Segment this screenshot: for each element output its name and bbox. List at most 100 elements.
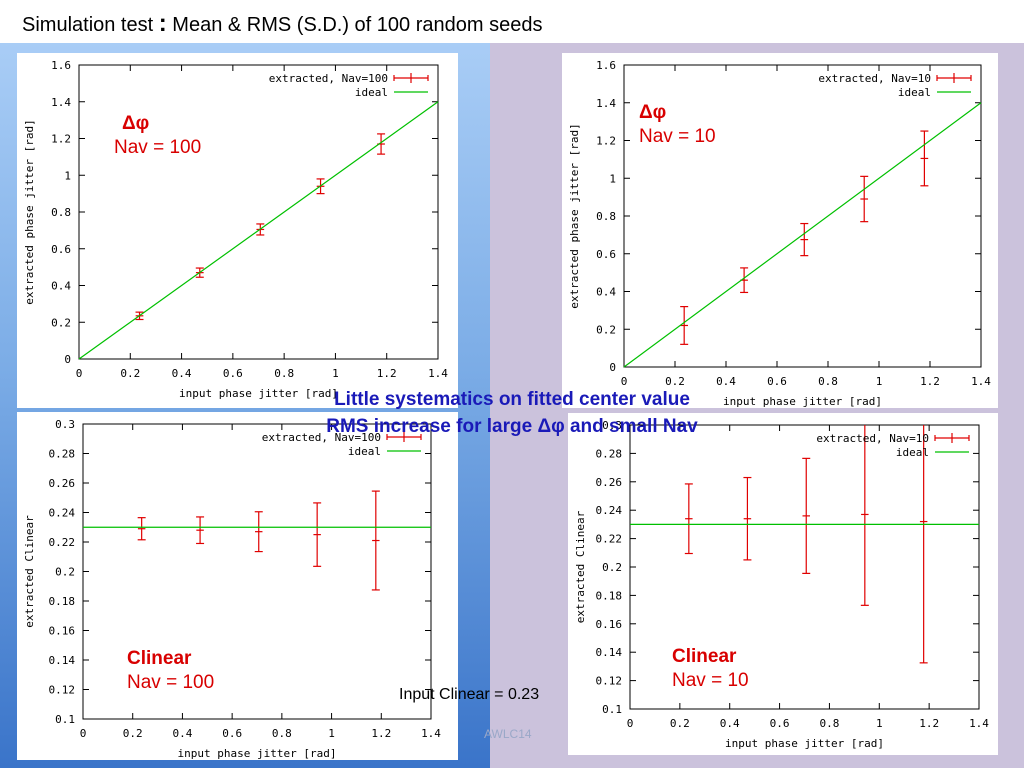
y-tick-label: 1.6 <box>596 59 616 72</box>
y-tick-label: 1.2 <box>51 133 71 146</box>
x-tick-label: 0.2 <box>120 367 140 380</box>
x-tick-label: 1.2 <box>377 367 397 380</box>
x-tick-label: 1.4 <box>421 727 441 740</box>
x-tick-label: 1 <box>876 375 883 388</box>
annotation-dphi-nav100: Δφ Nav = 100 <box>114 112 201 160</box>
x-tick-label: 1.4 <box>428 367 448 380</box>
y-tick-label: 0.2 <box>55 566 75 579</box>
legend-label: extracted, Nav=100 <box>262 431 381 444</box>
y-tick-label: 0.16 <box>596 618 623 631</box>
legend-label: ideal <box>898 86 931 99</box>
data-point <box>743 476 752 561</box>
data-point <box>680 306 689 345</box>
x-tick-label: 1.2 <box>371 727 391 740</box>
y-tick-label: 1.2 <box>596 135 616 148</box>
y-tick-label: 0.26 <box>596 476 623 489</box>
y-tick-label: 1.6 <box>51 59 71 72</box>
x-tick-label: 0.8 <box>274 367 294 380</box>
y-tick-label: 0.8 <box>596 210 616 223</box>
y-tick-label: 0.2 <box>602 561 622 574</box>
x-tick-label: 0.6 <box>223 367 243 380</box>
x-axis-label: input phase jitter [rad] <box>723 395 882 408</box>
y-tick-label: 0.12 <box>49 684 76 697</box>
slide-title: Simulation test : Mean & RMS (S.D.) of 1… <box>22 10 542 38</box>
y-tick-label: 0.1 <box>602 703 622 716</box>
x-tick-label: 1 <box>332 367 339 380</box>
y-axis-label: extracted Clinear <box>23 515 36 628</box>
data-point <box>313 502 322 567</box>
x-tick-label: 1.2 <box>919 717 939 730</box>
y-tick-label: 0.4 <box>596 286 616 299</box>
plot-frame <box>78 64 439 360</box>
y-tick-label: 0.26 <box>49 477 76 490</box>
data-point <box>802 457 811 574</box>
x-tick-label: 0 <box>80 727 87 740</box>
y-axis-label: extracted phase jitter [rad] <box>23 119 36 304</box>
y-tick-label: 0.14 <box>49 654 76 667</box>
data-point <box>254 511 263 553</box>
y-axis-label: extracted phase jitter [rad] <box>568 123 581 308</box>
plot-dphi-nav100: 0 0.2 0.4 0.6 0.8 1 1.2 1.4 0 0.2 0.4 0.6 0.8 1 1.2 1.4… <box>17 53 458 408</box>
ideal-line <box>78 101 439 360</box>
x-axis-label: input phase jitter [rad] <box>179 387 338 400</box>
y-tick-label: 0.12 <box>596 675 623 688</box>
legend-label: ideal <box>896 446 929 459</box>
y-tick-label: 0.3 <box>55 418 75 431</box>
y-tick-label: 1 <box>609 172 616 185</box>
data-point <box>800 222 809 257</box>
slide-title-prefix: Simulation test <box>22 14 154 36</box>
plot-clinear-nav10: 0 0.2 0.4 0.6 0.8 1 1.2 1.4 0.1 0.12 0.14 0.16 0.18 0… <box>568 413 998 755</box>
data-point <box>860 175 869 223</box>
y-tick-label: 0.1 <box>55 713 75 726</box>
data-point <box>920 130 929 187</box>
slide-title-suffix: Mean & RMS (S.D.) of 100 random seeds <box>172 14 543 36</box>
x-axis-label: input phase jitter [rad] <box>725 737 884 750</box>
y-tick-label: 1.4 <box>51 96 71 109</box>
x-tick-label: 0.2 <box>665 375 685 388</box>
summary-line-1: Little systematics on fitted center valu… <box>334 389 690 410</box>
y-tick-label: 0.28 <box>49 448 76 461</box>
y-tick-label: 0.6 <box>596 248 616 261</box>
x-tick-label: 0.8 <box>272 727 292 740</box>
y-tick-label: 0.24 <box>49 507 76 520</box>
annotation-clinear-nav100: Clinear Nav = 100 <box>127 647 214 695</box>
y-tick-label: 0.2 <box>51 316 71 329</box>
y-tick-label: 0.18 <box>596 589 623 602</box>
data-point <box>860 425 869 606</box>
x-tick-label: 0.6 <box>770 717 790 730</box>
footer-label: AWLC14 <box>484 727 532 741</box>
data-point <box>377 133 386 155</box>
data-point <box>256 223 265 236</box>
x-tick-label: 0.6 <box>767 375 787 388</box>
annotation-nav: Nav = 100 <box>114 137 202 158</box>
legend-label: ideal <box>348 445 381 458</box>
data-point <box>919 425 928 664</box>
x-tick-label: 0 <box>76 367 83 380</box>
x-tick-label: 1 <box>328 727 335 740</box>
x-tick-label: 0.8 <box>818 375 838 388</box>
slide-title-colon: : <box>158 10 167 37</box>
y-tick-label: 1.4 <box>596 97 616 110</box>
data-point <box>196 516 205 545</box>
y-tick-label: 0.2 <box>596 323 616 336</box>
annotation-symbol: Δφ <box>122 113 150 134</box>
y-tick-label: 0.16 <box>49 625 76 638</box>
annotation-symbol: Clinear <box>672 646 737 667</box>
legend-label: extracted, Nav=10 <box>818 72 931 85</box>
x-axis-label: input phase jitter [rad] <box>178 747 337 760</box>
x-tick-label: 0.4 <box>172 727 192 740</box>
x-tick-label: 0 <box>627 717 634 730</box>
y-axis-label: extracted Clinear <box>574 510 587 623</box>
x-tick-label: 1.4 <box>969 717 989 730</box>
annotation-clinear-nav10: Clinear Nav = 10 <box>672 645 749 693</box>
chart-clinear-nav10: 0 0.2 0.4 0.6 0.8 1 1.2 1.4 0.1 0.12 0.14 0.16 0.18 0… <box>574 419 989 750</box>
y-tick-label: 0.18 <box>49 595 76 608</box>
y-tick-label: 1 <box>64 169 71 182</box>
y-tick-label: 0.6 <box>51 243 71 256</box>
x-tick-label: 1.2 <box>920 375 940 388</box>
x-tick-label: 0.4 <box>172 367 192 380</box>
y-tick-label: 0.22 <box>596 533 623 546</box>
x-tick-label: 0.2 <box>123 727 143 740</box>
legend-label: extracted, Nav=10 <box>816 432 929 445</box>
annotation-symbol: Clinear <box>127 648 192 669</box>
